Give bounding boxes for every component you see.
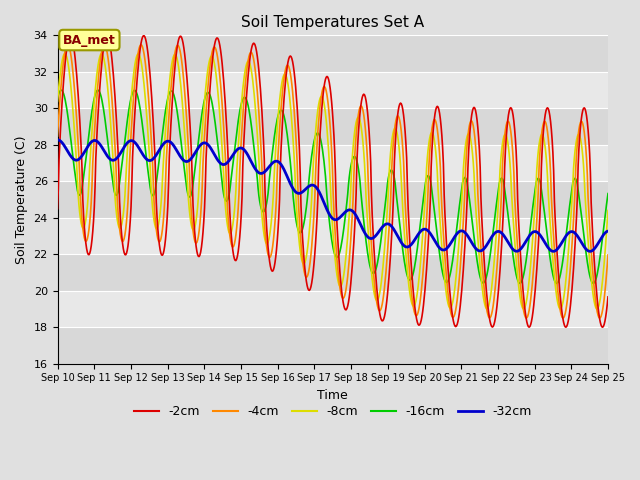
Legend: -2cm, -4cm, -8cm, -16cm, -32cm: -2cm, -4cm, -8cm, -16cm, -32cm <box>129 400 537 423</box>
Bar <box>58 218 608 254</box>
Bar <box>58 145 608 181</box>
Bar <box>58 291 608 327</box>
Y-axis label: Soil Temperature (C): Soil Temperature (C) <box>15 135 28 264</box>
Bar <box>58 36 608 72</box>
Bar <box>58 254 608 291</box>
Bar <box>58 108 608 145</box>
Bar <box>58 72 608 108</box>
X-axis label: Time: Time <box>317 389 348 402</box>
Text: BA_met: BA_met <box>63 34 116 47</box>
Title: Soil Temperatures Set A: Soil Temperatures Set A <box>241 15 424 30</box>
Bar <box>58 181 608 218</box>
Bar <box>58 327 608 364</box>
